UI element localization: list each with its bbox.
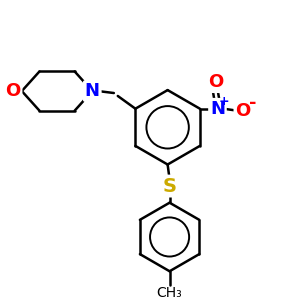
Text: -: - bbox=[249, 94, 256, 112]
Text: +: + bbox=[219, 95, 230, 108]
Text: O: O bbox=[5, 82, 21, 100]
Text: N: N bbox=[85, 82, 100, 100]
Text: CH₃: CH₃ bbox=[157, 286, 182, 300]
Text: N: N bbox=[210, 100, 225, 118]
Text: S: S bbox=[163, 177, 177, 196]
Text: O: O bbox=[235, 102, 250, 120]
Text: O: O bbox=[208, 73, 223, 91]
